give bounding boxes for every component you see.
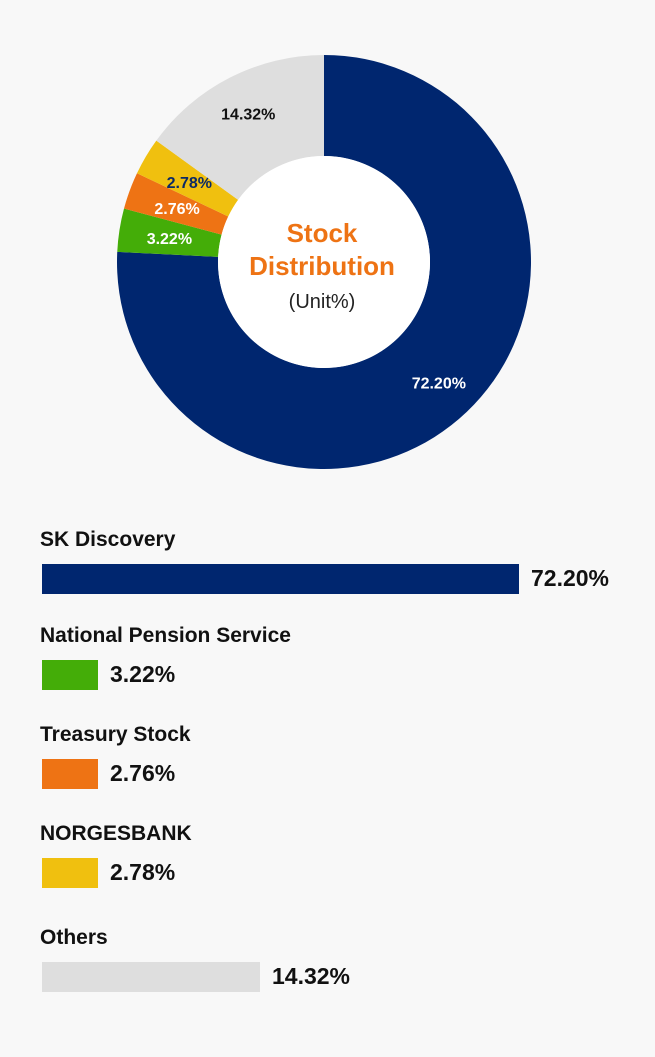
bar-label-treasury-stock: Treasury Stock (40, 723, 191, 746)
donut-chart: 72.20% 3.22% 2.76% 2.78% 14.32% (117, 55, 532, 469)
slice-treasury-stock (124, 173, 229, 235)
bar-label-others: Others (40, 926, 108, 949)
center-title-line1: Stock (286, 218, 358, 248)
bar-treasury-stock (42, 759, 98, 789)
bar-national-pension-service (42, 660, 98, 690)
bar-label-norgesbank: NORGESBANK (40, 822, 192, 845)
slice-label-treasury-stock: 2.76% (154, 201, 199, 218)
slice-others (156, 55, 324, 200)
bar-value-sk-discovery: 72.20% (531, 565, 610, 591)
bar-norgesbank (42, 858, 98, 888)
bar-label-national-pension-service: National Pension Service (40, 624, 291, 647)
bar-value-norgesbank: 2.78% (110, 859, 176, 885)
bar-label-sk-discovery: SK Discovery (40, 528, 176, 551)
donut-hole (218, 156, 430, 368)
slice-national-pension-service (117, 208, 222, 257)
slice-label-norgesbank: 2.78% (167, 175, 212, 192)
bar-others (42, 962, 260, 992)
slice-norgesbank (136, 140, 239, 217)
bar-value-others: 14.32% (272, 963, 351, 989)
bar-value-treasury-stock: 2.76% (110, 760, 176, 786)
bar-sk-discovery (42, 564, 519, 594)
center-unit: (Unit%) (288, 291, 356, 313)
slice-sk-discovery (117, 55, 532, 469)
bar-value-national-pension-service: 3.22% (110, 661, 176, 687)
slice-label-sk-discovery: 72.20% (412, 376, 466, 393)
center-title-line2: Distribution (249, 251, 395, 281)
slice-label-national-pension-service: 3.22% (147, 231, 192, 248)
slice-label-others: 14.32% (221, 107, 275, 124)
